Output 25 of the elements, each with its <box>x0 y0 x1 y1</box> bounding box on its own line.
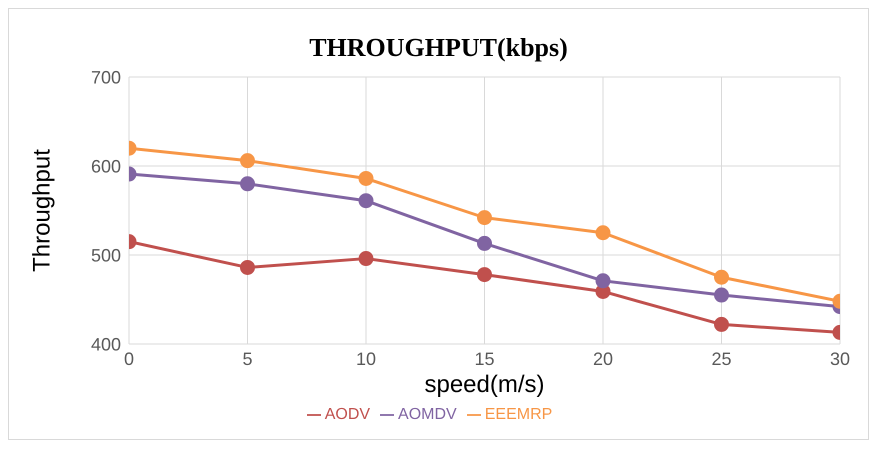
point <box>477 267 492 282</box>
x-axis-title: speed(m/s) <box>424 371 545 398</box>
x-tick-label: 5 <box>242 348 253 369</box>
x-tick-label: 0 <box>124 348 134 369</box>
point <box>358 193 374 208</box>
point <box>596 225 610 240</box>
point <box>596 273 610 288</box>
chart-title: THROUGHPUT(kbps) <box>308 33 569 63</box>
y-tick-label: 500 <box>90 245 121 266</box>
x-tick-label: 15 <box>474 348 495 369</box>
y-tick-label: 700 <box>90 67 121 88</box>
point <box>358 251 374 266</box>
point <box>358 170 374 186</box>
legend-label: EEEMRP <box>484 406 552 423</box>
legend-label: AODV <box>324 406 370 423</box>
x-tick-label: 30 <box>830 348 850 369</box>
y-axis-title: Throughput <box>28 148 56 272</box>
y-tick-label: 600 <box>90 156 121 176</box>
point <box>477 236 492 251</box>
x-tick-label: 25 <box>711 348 732 369</box>
y-tick-label: 400 <box>90 334 121 354</box>
point <box>477 210 492 226</box>
x-tick-label: 20 <box>592 348 614 369</box>
legend-label: AOMDV <box>398 406 457 423</box>
x-tick-label: 10 <box>356 348 376 369</box>
